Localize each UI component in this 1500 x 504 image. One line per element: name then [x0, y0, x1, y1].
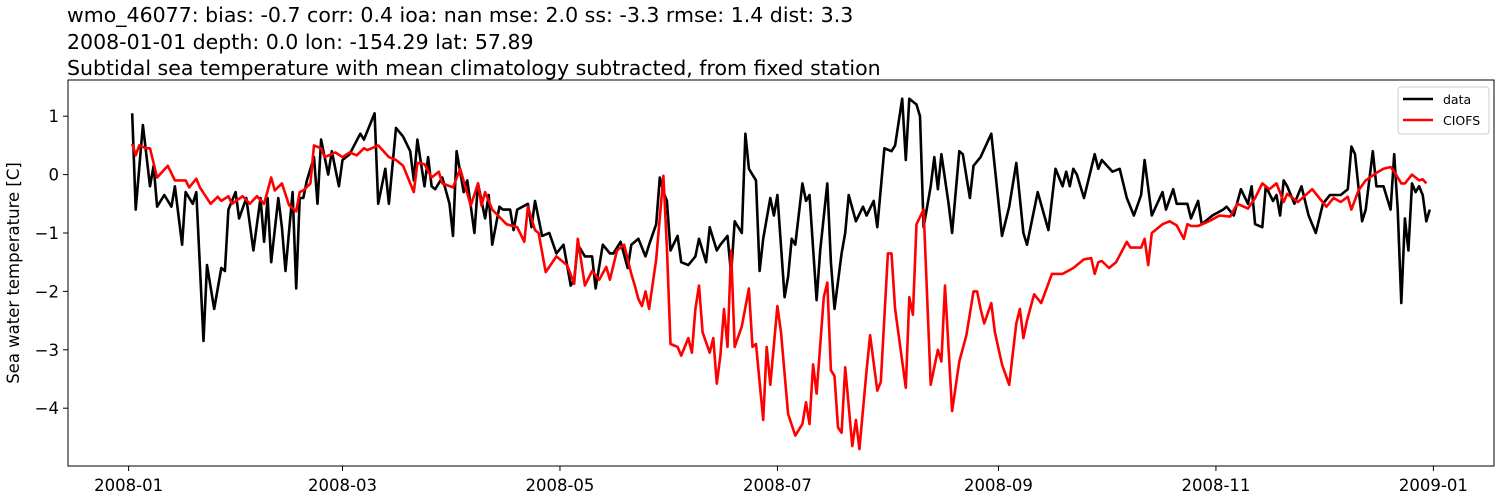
- legend-label-data: data: [1443, 92, 1471, 107]
- y-tick-label: −4: [35, 399, 59, 418]
- y-axis: 1 0 −1 −2 −3 −4: [35, 107, 68, 418]
- series-line-ciofs: [130, 143, 1428, 451]
- y-tick-label: −1: [35, 224, 59, 243]
- y-tick-label: 1: [49, 107, 60, 126]
- legend-label-ciofs: CIOFS: [1443, 113, 1480, 128]
- x-tick-label: 2008-03: [308, 476, 377, 495]
- chart-title-line-3: Subtidal sea temperature with mean clima…: [67, 56, 881, 80]
- y-tick-label: −2: [35, 282, 59, 301]
- chart-title-line-2: 2008-01-01 depth: 0.0 lon: -154.29 lat: …: [67, 30, 534, 54]
- chart-title-line-1: wmo_46077: bias: -0.7 corr: 0.4 ioa: nan…: [67, 3, 853, 28]
- x-tick-label: 2008-01: [94, 476, 163, 495]
- y-tick-label: −3: [35, 341, 59, 360]
- y-tick-label: 0: [49, 166, 60, 185]
- x-tick-label: 2008-05: [525, 476, 594, 495]
- series-line-data: [130, 97, 1432, 343]
- series-layer: [130, 97, 1432, 451]
- x-axis: 2008-01 2008-03 2008-05 2008-07 2008-09 2008-…: [94, 466, 1468, 495]
- legend: data CIOFS: [1397, 86, 1490, 135]
- x-tick-label: 2008-07: [743, 476, 812, 495]
- x-tick-label: 2009-01: [1399, 476, 1468, 495]
- y-axis-label: Sea water temperature [C]: [4, 162, 23, 384]
- plot-frame: [67, 79, 1495, 467]
- x-tick-label: 2008-11: [1181, 476, 1250, 495]
- x-tick-label: 2008-09: [964, 476, 1033, 495]
